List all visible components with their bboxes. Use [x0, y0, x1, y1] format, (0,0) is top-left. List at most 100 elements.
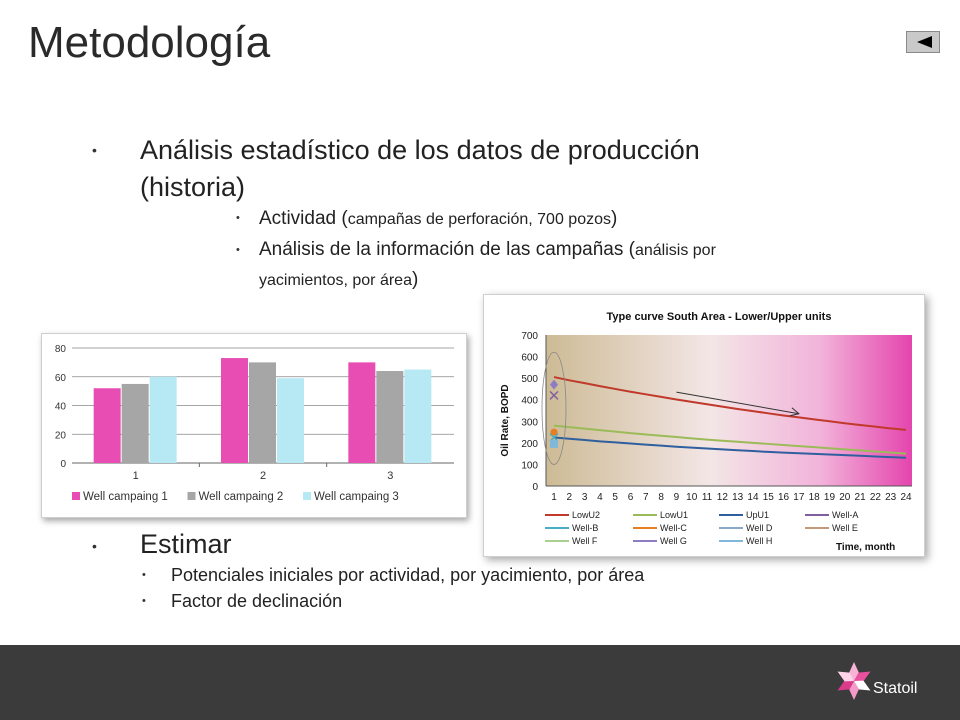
bar [93, 388, 121, 463]
legend-swatch [72, 492, 80, 500]
bullet-estimate: Estimar [140, 529, 232, 559]
bar [249, 362, 276, 463]
legend-label: Well campaing 2 [199, 491, 284, 503]
y-axis-label: Oil Rate, BOPD [500, 384, 511, 456]
x-tick-label: 2 [567, 492, 573, 503]
activity-end: ) [610, 208, 618, 229]
logo-petal [849, 681, 859, 700]
y-tick-label: 20 [55, 430, 67, 441]
x-tick-label: 16 [778, 492, 790, 503]
slide-title: Metodología [28, 18, 271, 67]
y-tick-label: 500 [521, 374, 538, 385]
sub-bullet-campaigns-line2: yacimientos, por área) [259, 269, 418, 291]
bar [277, 378, 304, 463]
y-tick-label: 300 [521, 417, 538, 428]
x-tick-label: 3 [387, 470, 393, 482]
bar-chart-panel: 0 20 40 60 80 1 2 3 Well campaing 1 Well campaing… [41, 333, 467, 518]
y-tick-label: 700 [521, 331, 538, 342]
x-tick-label: 15 [763, 492, 775, 503]
legend-label: UpU1 [746, 510, 769, 520]
logo-petal [849, 662, 859, 681]
legend-label: Well-A [832, 510, 858, 520]
campaigns-detail: análisis por [634, 242, 716, 259]
activity-text: Actividad ( [259, 208, 348, 229]
y-tick-label: 0 [532, 482, 538, 493]
y-tick-label: 80 [55, 344, 67, 355]
x-tick-label: 5 [612, 492, 618, 503]
logo-petal [837, 680, 854, 691]
x-tick-label: 19 [824, 492, 836, 503]
sub-bullet-dot: • [142, 595, 146, 607]
logo-petal [854, 671, 871, 682]
chart-title: Type curve South Area - Lower/Upper unit… [607, 311, 832, 323]
x-tick-label: 22 [870, 492, 882, 503]
legend-swatch [303, 492, 311, 500]
plot-area [546, 335, 912, 486]
well-marker [550, 379, 558, 390]
highlight-ellipse [541, 351, 567, 465]
legend-label: LowU2 [572, 510, 600, 520]
legend-label: Well D [746, 523, 773, 533]
x-tick-label: 24 [900, 492, 912, 503]
bar [376, 371, 404, 463]
bullet-dot: • [92, 142, 97, 158]
campaigns-detail-2: yacimientos, por área [259, 272, 412, 289]
trend-arrow-head [789, 407, 800, 417]
sub-bullet-decline: Factor de declinación [171, 591, 343, 611]
x-tick-label: 4 [597, 492, 603, 503]
x-tick-label: 10 [686, 492, 698, 503]
type-curve-chart: Type curve South Area - Lower/Upper unit… [500, 311, 912, 553]
legend-label: Well-B [572, 523, 598, 533]
x-tick-label: 1 [133, 470, 139, 482]
x-tick-label: 21 [855, 492, 867, 503]
x-tick-label: 17 [793, 492, 805, 503]
x-tick-label: 20 [839, 492, 851, 503]
statoil-star-icon [837, 662, 871, 700]
x-tick-label: 23 [885, 492, 897, 503]
y-tick-label: 100 [521, 460, 538, 471]
sub-bullet-campaigns: Análisis de la información de las campañ… [259, 239, 716, 261]
bar [404, 369, 432, 463]
back-arrow-icon [917, 36, 932, 48]
bar [348, 362, 376, 463]
campaigns-text: Análisis de la información de las campañ… [259, 239, 635, 260]
sub-bullet-dot: • [236, 244, 240, 256]
bullet-analysis-line1: Análisis estadístico de los datos de pro… [140, 135, 700, 165]
activity-detail: campañas de perforación, 700 pozos [347, 211, 611, 228]
well-marker [550, 428, 558, 436]
bullet-dot: • [92, 538, 97, 554]
legend-label: Well E [832, 523, 858, 533]
well-marker [549, 390, 559, 400]
x-tick-label: 6 [628, 492, 634, 503]
bar [121, 383, 149, 463]
y-tick-label: 0 [60, 459, 66, 470]
campaigns-end: ) [411, 269, 419, 290]
legend-label: LowU1 [660, 510, 688, 520]
statoil-logo-text: Statoil [873, 680, 918, 697]
x-tick-label: 9 [674, 492, 680, 503]
x-tick-label: 18 [809, 492, 821, 503]
y-tick-label: 200 [521, 439, 538, 450]
trend-arrow [676, 391, 799, 415]
footer-bar [0, 645, 960, 720]
bar-chart: 0 20 40 60 80 1 2 3 Well campaing 1 Well campaing… [55, 344, 454, 503]
back-button[interactable] [906, 31, 940, 53]
sub-bullet-potentials: Potenciales iniciales por actividad, por… [171, 565, 645, 585]
type-curve-panel: Type curve South Area - Lower/Upper unit… [483, 294, 925, 557]
legend-label: Well G [660, 536, 687, 546]
well-marker [550, 439, 558, 448]
y-tick-label: 400 [521, 396, 538, 407]
x-tick-label: 8 [658, 492, 664, 503]
x-tick-label: 3 [582, 492, 588, 503]
legend-label: Well campaing 3 [314, 491, 399, 503]
x-tick-label: 11 [702, 492, 713, 503]
x-axis-label: Time, month [836, 542, 895, 553]
sub-bullet-dot: • [142, 569, 146, 581]
legend-label: Well F [572, 536, 598, 546]
x-tick-label: 14 [747, 492, 759, 503]
bar [149, 376, 177, 463]
x-tick-label: 1 [551, 492, 557, 503]
x-tick-label: 12 [717, 492, 729, 503]
y-tick-label: 60 [55, 373, 67, 384]
series-line [553, 376, 907, 431]
